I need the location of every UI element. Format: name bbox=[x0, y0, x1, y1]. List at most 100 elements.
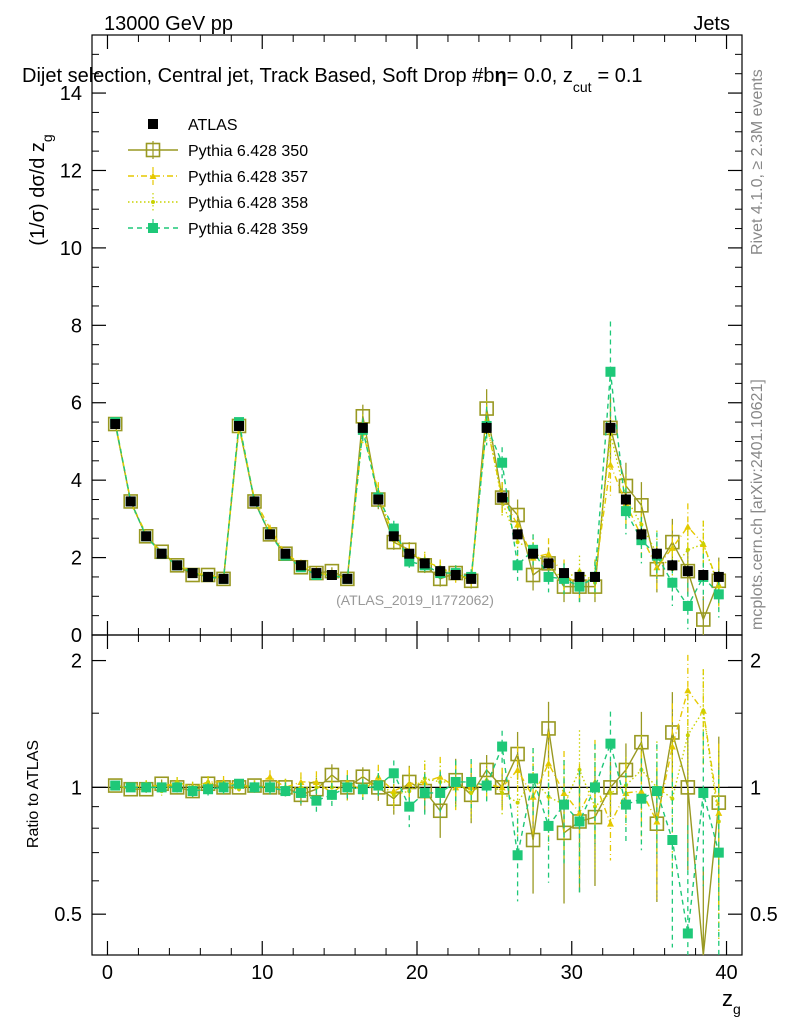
ratio-point bbox=[435, 787, 446, 798]
main-series-4 bbox=[110, 321, 724, 630]
ratio-point bbox=[546, 794, 551, 799]
ratio-series-line bbox=[115, 728, 720, 956]
ratio-point bbox=[715, 809, 723, 816]
svg-text:Dijet selection, Central jet,: Dijet selection, Central jet, Track Base… bbox=[22, 65, 643, 95]
ratio-point bbox=[479, 762, 494, 778]
main-point bbox=[497, 492, 508, 503]
xtick-label: 40 bbox=[715, 962, 737, 984]
main-point bbox=[280, 548, 291, 559]
xtick-label: 0 bbox=[102, 962, 113, 984]
main-point bbox=[698, 570, 709, 580]
main-point bbox=[713, 589, 724, 600]
ratio-point bbox=[528, 773, 539, 784]
main-ytick-label: 10 bbox=[60, 238, 82, 260]
ratio-point bbox=[187, 786, 198, 797]
legend-label: Pythia 6.428 358 bbox=[188, 195, 308, 212]
title-end: = 0.1 bbox=[598, 65, 643, 87]
main-point bbox=[716, 584, 721, 589]
ratio-point bbox=[574, 816, 585, 827]
ratio-point bbox=[559, 799, 570, 810]
ratio-point bbox=[295, 787, 306, 798]
main-point bbox=[512, 560, 523, 571]
ratio-y-axis-label: Ratio to ATLAS bbox=[25, 740, 42, 848]
ratio-series-line bbox=[115, 688, 720, 826]
main-point bbox=[234, 420, 245, 431]
ratio-point bbox=[450, 776, 461, 787]
x-axis: 0 10 20 30 40 bbox=[102, 35, 738, 984]
ratio-point bbox=[342, 782, 353, 793]
main-point bbox=[680, 563, 696, 579]
main-point bbox=[545, 550, 553, 557]
ratio-point bbox=[636, 793, 647, 804]
main-point bbox=[606, 461, 614, 468]
ratio-point bbox=[667, 835, 678, 846]
main-point bbox=[605, 422, 616, 433]
ratio-point bbox=[684, 686, 692, 694]
main-point bbox=[187, 568, 198, 579]
energy-label: 13000 GeV pp bbox=[104, 13, 233, 35]
xlabel-text: z bbox=[722, 986, 733, 1011]
svg-text:zg: zg bbox=[722, 986, 741, 1017]
ratio-point bbox=[125, 782, 136, 793]
mcplots-side-text: mcplots.cern.ch [arXiv:2401.10621] bbox=[749, 379, 766, 630]
main-point bbox=[636, 529, 647, 540]
main-point bbox=[249, 496, 260, 507]
ratio-point bbox=[390, 787, 398, 795]
main-ytick-label: 4 bbox=[71, 470, 82, 492]
main-point bbox=[620, 494, 631, 505]
category-label: Jets bbox=[693, 13, 730, 35]
main-ytick-label: 2 bbox=[71, 548, 82, 570]
ratio-point bbox=[404, 801, 415, 812]
main-point bbox=[574, 581, 585, 592]
main-point bbox=[388, 531, 399, 542]
main-point bbox=[172, 560, 183, 571]
ratio-point bbox=[589, 782, 600, 793]
main-point bbox=[559, 568, 570, 579]
main-point bbox=[620, 506, 631, 517]
main-series-line bbox=[114, 371, 720, 608]
ratio-point bbox=[651, 786, 662, 797]
ratio-point bbox=[218, 782, 229, 793]
main-point bbox=[373, 494, 384, 505]
legend-label: Pythia 6.428 359 bbox=[188, 221, 308, 238]
rivet-side-text: Rivet 4.1.0, ≥ 2.3M events bbox=[749, 69, 766, 255]
main-point bbox=[388, 523, 399, 534]
legend: ATLAS Pythia 6.428 350 Pythia 6.428 357 Pyt… bbox=[128, 117, 308, 238]
legend-label: Pythia 6.428 357 bbox=[188, 169, 308, 186]
ratio-point bbox=[701, 708, 706, 713]
main-point bbox=[667, 560, 678, 571]
main-point bbox=[466, 573, 477, 584]
ratio-point bbox=[203, 784, 214, 795]
main-ytick-label: 6 bbox=[71, 393, 82, 415]
ratio-ytick-label-right: 1 bbox=[750, 777, 761, 799]
ratio-point bbox=[311, 795, 322, 806]
ratio-point bbox=[436, 773, 444, 780]
ratio-point bbox=[670, 796, 675, 801]
main-ytick-label: 12 bbox=[60, 160, 82, 182]
ratio-data-series bbox=[107, 654, 727, 956]
legend-marker bbox=[145, 142, 161, 158]
main-point bbox=[311, 568, 322, 579]
main-point bbox=[123, 494, 138, 509]
main-point bbox=[218, 573, 229, 584]
main-point bbox=[264, 529, 275, 540]
main-point bbox=[543, 558, 554, 569]
legend-entry: Pythia 6.428 350 bbox=[128, 141, 308, 160]
xtick-label: 10 bbox=[251, 962, 273, 984]
legend-marker bbox=[148, 119, 158, 129]
ratio-point bbox=[500, 790, 505, 795]
ratio-point bbox=[466, 776, 477, 787]
title-tail: = 0.0, z bbox=[507, 65, 573, 87]
ratio-point bbox=[280, 786, 291, 797]
main-point bbox=[203, 571, 214, 582]
ratio-point bbox=[314, 785, 319, 790]
main-point bbox=[574, 571, 585, 582]
main-point bbox=[668, 544, 676, 551]
main-y-axis-label: (1/σ) dσ/d zg bbox=[27, 134, 55, 245]
main-point bbox=[419, 558, 430, 569]
ratio-point bbox=[206, 779, 211, 784]
ratio-series-line bbox=[115, 708, 720, 822]
ratio-point bbox=[716, 819, 721, 824]
legend-entry: Pythia 6.428 359 bbox=[128, 219, 308, 238]
